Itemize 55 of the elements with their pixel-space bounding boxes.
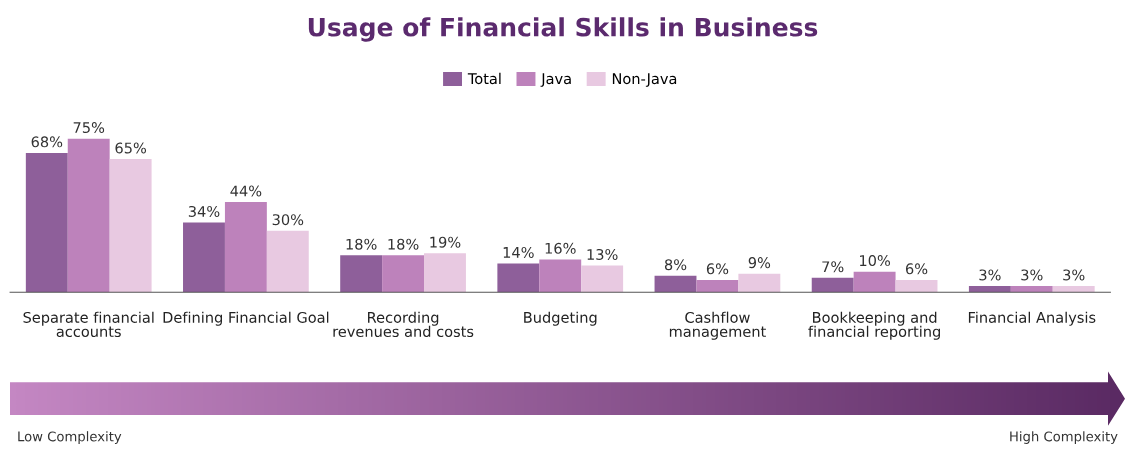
text: Low Complexity xyxy=(18,431,122,444)
bar xyxy=(581,265,624,293)
text: High Complexity xyxy=(1010,431,1118,444)
x-tick-label: Financial Analysis xyxy=(968,311,1096,326)
bar xyxy=(266,230,309,293)
data-label: 3% xyxy=(1063,269,1085,281)
data-label: 10% xyxy=(860,255,891,267)
bar xyxy=(67,138,110,293)
bar xyxy=(853,271,896,293)
data-label: 3% xyxy=(1021,269,1043,281)
data-label: 19% xyxy=(430,236,461,248)
data-label: 8% xyxy=(664,259,687,271)
legend-label: Java xyxy=(540,73,571,87)
bar xyxy=(497,263,540,293)
bar xyxy=(1010,286,1053,293)
data-label: 34% xyxy=(188,205,220,217)
bar xyxy=(340,255,383,293)
bar xyxy=(1052,286,1095,293)
bar xyxy=(895,279,938,293)
x-tick-label: Recording revenues and costs xyxy=(333,311,474,338)
legend-label: Non-Java xyxy=(612,73,677,87)
data-label: 18% xyxy=(346,238,377,250)
data-label: 6% xyxy=(706,263,729,275)
data-label: 3% xyxy=(979,269,1001,281)
x-tick-label: Separate financial accounts xyxy=(23,311,154,338)
x-tick-label: Bookkeeping and financial reporting xyxy=(808,311,940,340)
bar xyxy=(811,277,854,293)
data-label: 65% xyxy=(115,142,147,154)
data-label: 13% xyxy=(587,248,618,260)
bar xyxy=(424,253,466,293)
data-label: 6% xyxy=(905,263,928,275)
bar xyxy=(539,259,582,293)
data-label: 44% xyxy=(230,185,262,197)
bar xyxy=(224,202,267,293)
chart-title: Usage of Financial Skills in Business xyxy=(308,17,818,42)
bar xyxy=(738,273,781,293)
data-label: 30% xyxy=(272,214,304,226)
data-label: 7% xyxy=(822,261,844,273)
bar xyxy=(968,286,1011,293)
x-tick-label: Cashflow management xyxy=(669,311,766,340)
data-label: 18% xyxy=(388,238,419,250)
bar xyxy=(25,152,68,293)
bar xyxy=(654,275,697,293)
x-tick-label: Defining Financial Goal xyxy=(163,311,329,326)
data-label: 14% xyxy=(503,246,534,258)
data-label: 68% xyxy=(31,136,63,148)
bar xyxy=(183,222,225,293)
data-label: 75% xyxy=(73,121,105,134)
x-tick-label: Budgeting xyxy=(524,311,597,326)
data-label: 16% xyxy=(545,242,576,254)
legend-label: Total xyxy=(467,72,501,85)
bar xyxy=(696,279,739,293)
bar xyxy=(109,159,152,293)
data-label: 9% xyxy=(748,257,771,269)
bar xyxy=(382,255,425,293)
